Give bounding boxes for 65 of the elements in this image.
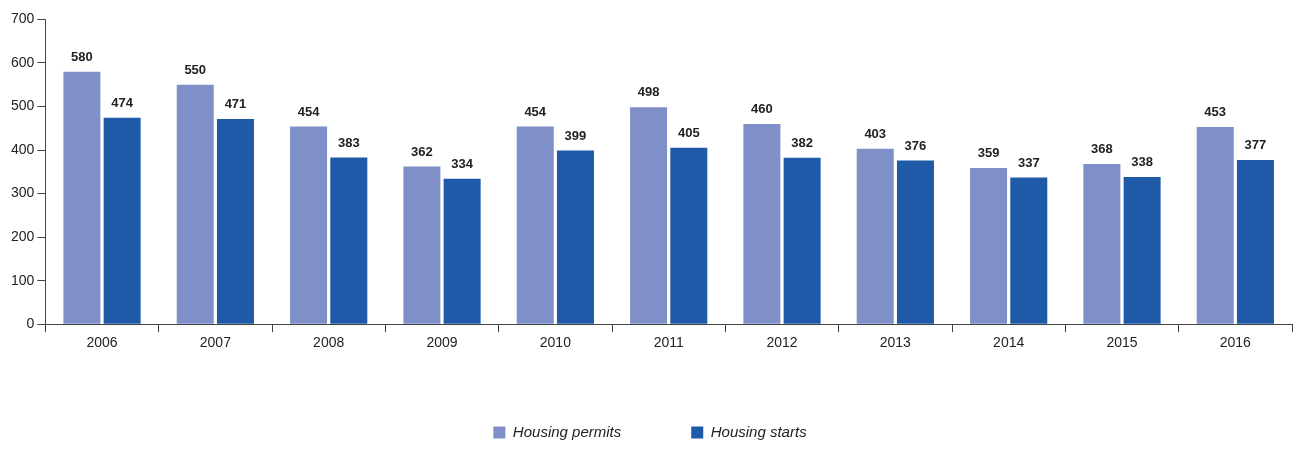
data-label: 580 (71, 48, 93, 64)
data-label: 359 (977, 144, 1000, 160)
bar (63, 71, 101, 324)
data-label: 362 (411, 143, 433, 159)
data-label: 460 (751, 100, 773, 116)
y-tick-label: 700 (11, 10, 35, 27)
bar (443, 178, 481, 324)
data-label: 550 (184, 61, 207, 77)
data-label: 338 (1131, 154, 1153, 170)
bar (1236, 160, 1274, 324)
y-tick-label: 500 (11, 97, 35, 114)
data-label: 403 (864, 125, 887, 141)
bar (670, 147, 708, 324)
data-label: 382 (791, 134, 813, 150)
data-label: 376 (904, 137, 927, 153)
bar (856, 148, 894, 324)
data-label: 454 (524, 103, 547, 119)
x-tick-label: 2014 (993, 334, 1025, 351)
x-tick-label: 2011 (653, 334, 684, 351)
bar (1010, 177, 1048, 324)
y-tick-label: 300 (11, 184, 35, 201)
x-tick-label: 2012 (766, 334, 798, 351)
data-label: 471 (224, 96, 247, 112)
legend-label: Housing starts (710, 422, 808, 440)
bar (630, 107, 668, 324)
bar (783, 157, 821, 324)
bar (743, 123, 781, 324)
bar (1083, 163, 1121, 324)
bar (1123, 177, 1161, 324)
y-tick-label: 600 (11, 53, 35, 70)
data-label: 334 (451, 155, 474, 171)
x-tick-label: 2008 (313, 334, 345, 351)
data-label: 377 (1244, 137, 1267, 153)
data-label: 383 (337, 134, 360, 150)
bar (290, 126, 328, 324)
x-tick-label: 2006 (86, 334, 118, 351)
bar (516, 126, 554, 324)
data-label: 474 (111, 94, 134, 110)
data-label: 405 (677, 124, 700, 140)
legend-label: Housing permits (512, 422, 622, 440)
data-label: 368 (1091, 141, 1113, 157)
bar (1196, 126, 1234, 324)
bar (176, 84, 214, 324)
x-tick-label: 2009 (426, 334, 458, 351)
data-label: 399 (564, 127, 587, 143)
x-tick-label: 2016 (1219, 334, 1252, 351)
x-tick-label: 2010 (539, 334, 572, 351)
bar (556, 150, 594, 324)
x-tick-label: 2013 (879, 334, 912, 351)
bar (970, 167, 1008, 324)
data-label: 454 (297, 103, 321, 119)
bar (403, 166, 441, 324)
data-label: 453 (1204, 104, 1227, 120)
y-tick-label: 200 (11, 227, 35, 244)
data-label: 498 (637, 84, 660, 100)
bar (330, 157, 368, 324)
data-label: 337 (1017, 154, 1040, 170)
y-tick-label: 100 (11, 271, 35, 288)
bar (896, 160, 934, 324)
bar (103, 117, 141, 324)
x-tick-label: 2007 (199, 334, 232, 351)
y-tick-label: 400 (11, 140, 35, 157)
x-tick-label: 2015 (1106, 334, 1138, 351)
y-tick-label: 0 (26, 315, 35, 332)
bar (216, 119, 254, 324)
